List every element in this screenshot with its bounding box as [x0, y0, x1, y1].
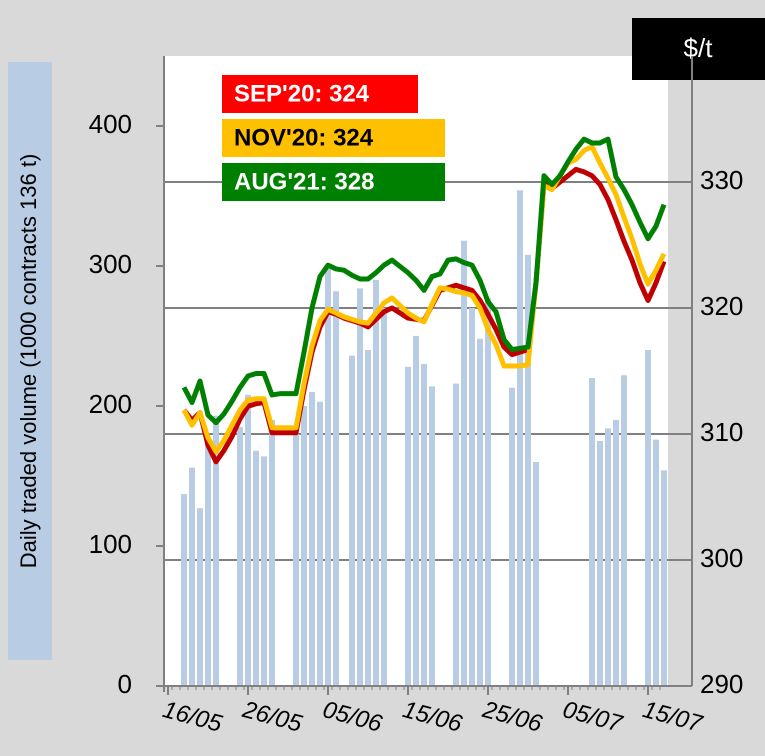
y-tick-label: 0: [118, 669, 132, 699]
bar: [605, 428, 611, 686]
y-axis-label: Daily traded volume (1000 contracts 136 …: [16, 154, 41, 569]
y2-tick-label: 310: [700, 417, 743, 447]
bar: [477, 338, 483, 686]
y2-tick-label: 330: [700, 165, 743, 195]
bar: [245, 394, 251, 686]
bar: [597, 441, 603, 686]
x-tick-label: 15/06: [400, 696, 466, 738]
bar: [325, 266, 331, 686]
bar: [469, 308, 475, 686]
legend-box: [222, 119, 445, 157]
bar: [189, 467, 195, 686]
bar: [357, 288, 363, 686]
x-tick-label: 05/06: [320, 696, 386, 738]
bar: [517, 190, 523, 686]
bar: [461, 240, 467, 687]
bar: [613, 420, 619, 686]
bar: [421, 364, 427, 686]
bar: [261, 456, 267, 686]
y2-label-box: [632, 18, 765, 80]
bar: [453, 383, 459, 686]
bar: [413, 336, 419, 686]
bar: [205, 441, 211, 686]
y-tick-label: 200: [89, 389, 132, 419]
bar: [645, 350, 651, 686]
bar: [365, 350, 371, 686]
y-tick-label: 300: [89, 249, 132, 279]
bar: [309, 392, 315, 686]
bar: [269, 420, 275, 686]
bar: [373, 280, 379, 686]
bar: [317, 401, 323, 686]
bar: [525, 254, 531, 687]
bar: [197, 508, 203, 686]
bar: [237, 427, 243, 686]
bar: [653, 439, 659, 686]
bar: [429, 386, 435, 686]
price-line: [181, 144, 667, 455]
bar: [589, 378, 595, 686]
y2-tick-label: 300: [700, 543, 743, 573]
bar: [349, 355, 355, 686]
legend-box: [222, 163, 445, 201]
y2-tick-label: 320: [700, 291, 743, 321]
x-tick-label: 25/06: [479, 696, 546, 738]
bar: [301, 406, 307, 686]
y2-axis-label: $/t: [684, 33, 714, 63]
bar: [405, 366, 411, 686]
legend-label: NOV'20: 324: [234, 124, 374, 151]
x-tick-label: 15/07: [640, 696, 707, 738]
bar: [381, 308, 387, 686]
x-tick-label: 05/07: [560, 696, 627, 738]
bar: [253, 450, 259, 686]
y-tick-label: 100: [89, 529, 132, 559]
bar: [333, 291, 339, 686]
x-tick-label: 16/05: [160, 696, 226, 738]
price-line: [181, 136, 667, 426]
legend-label: SEP'20: 324: [234, 80, 370, 107]
x-tick-label: 26/05: [239, 696, 306, 738]
y-tick-label: 400: [89, 109, 132, 139]
bar: [213, 415, 219, 686]
bar: [485, 298, 491, 686]
bar: [661, 470, 667, 686]
legend-label: AUG'21: 328: [234, 168, 374, 195]
bar: [533, 462, 539, 686]
bar: [509, 387, 515, 686]
bar: [621, 375, 627, 686]
legend-box: [222, 75, 418, 113]
bar: [293, 434, 299, 686]
y-label-box: [8, 62, 52, 660]
bar: [181, 494, 187, 686]
y2-tick-label: 290: [700, 669, 743, 699]
